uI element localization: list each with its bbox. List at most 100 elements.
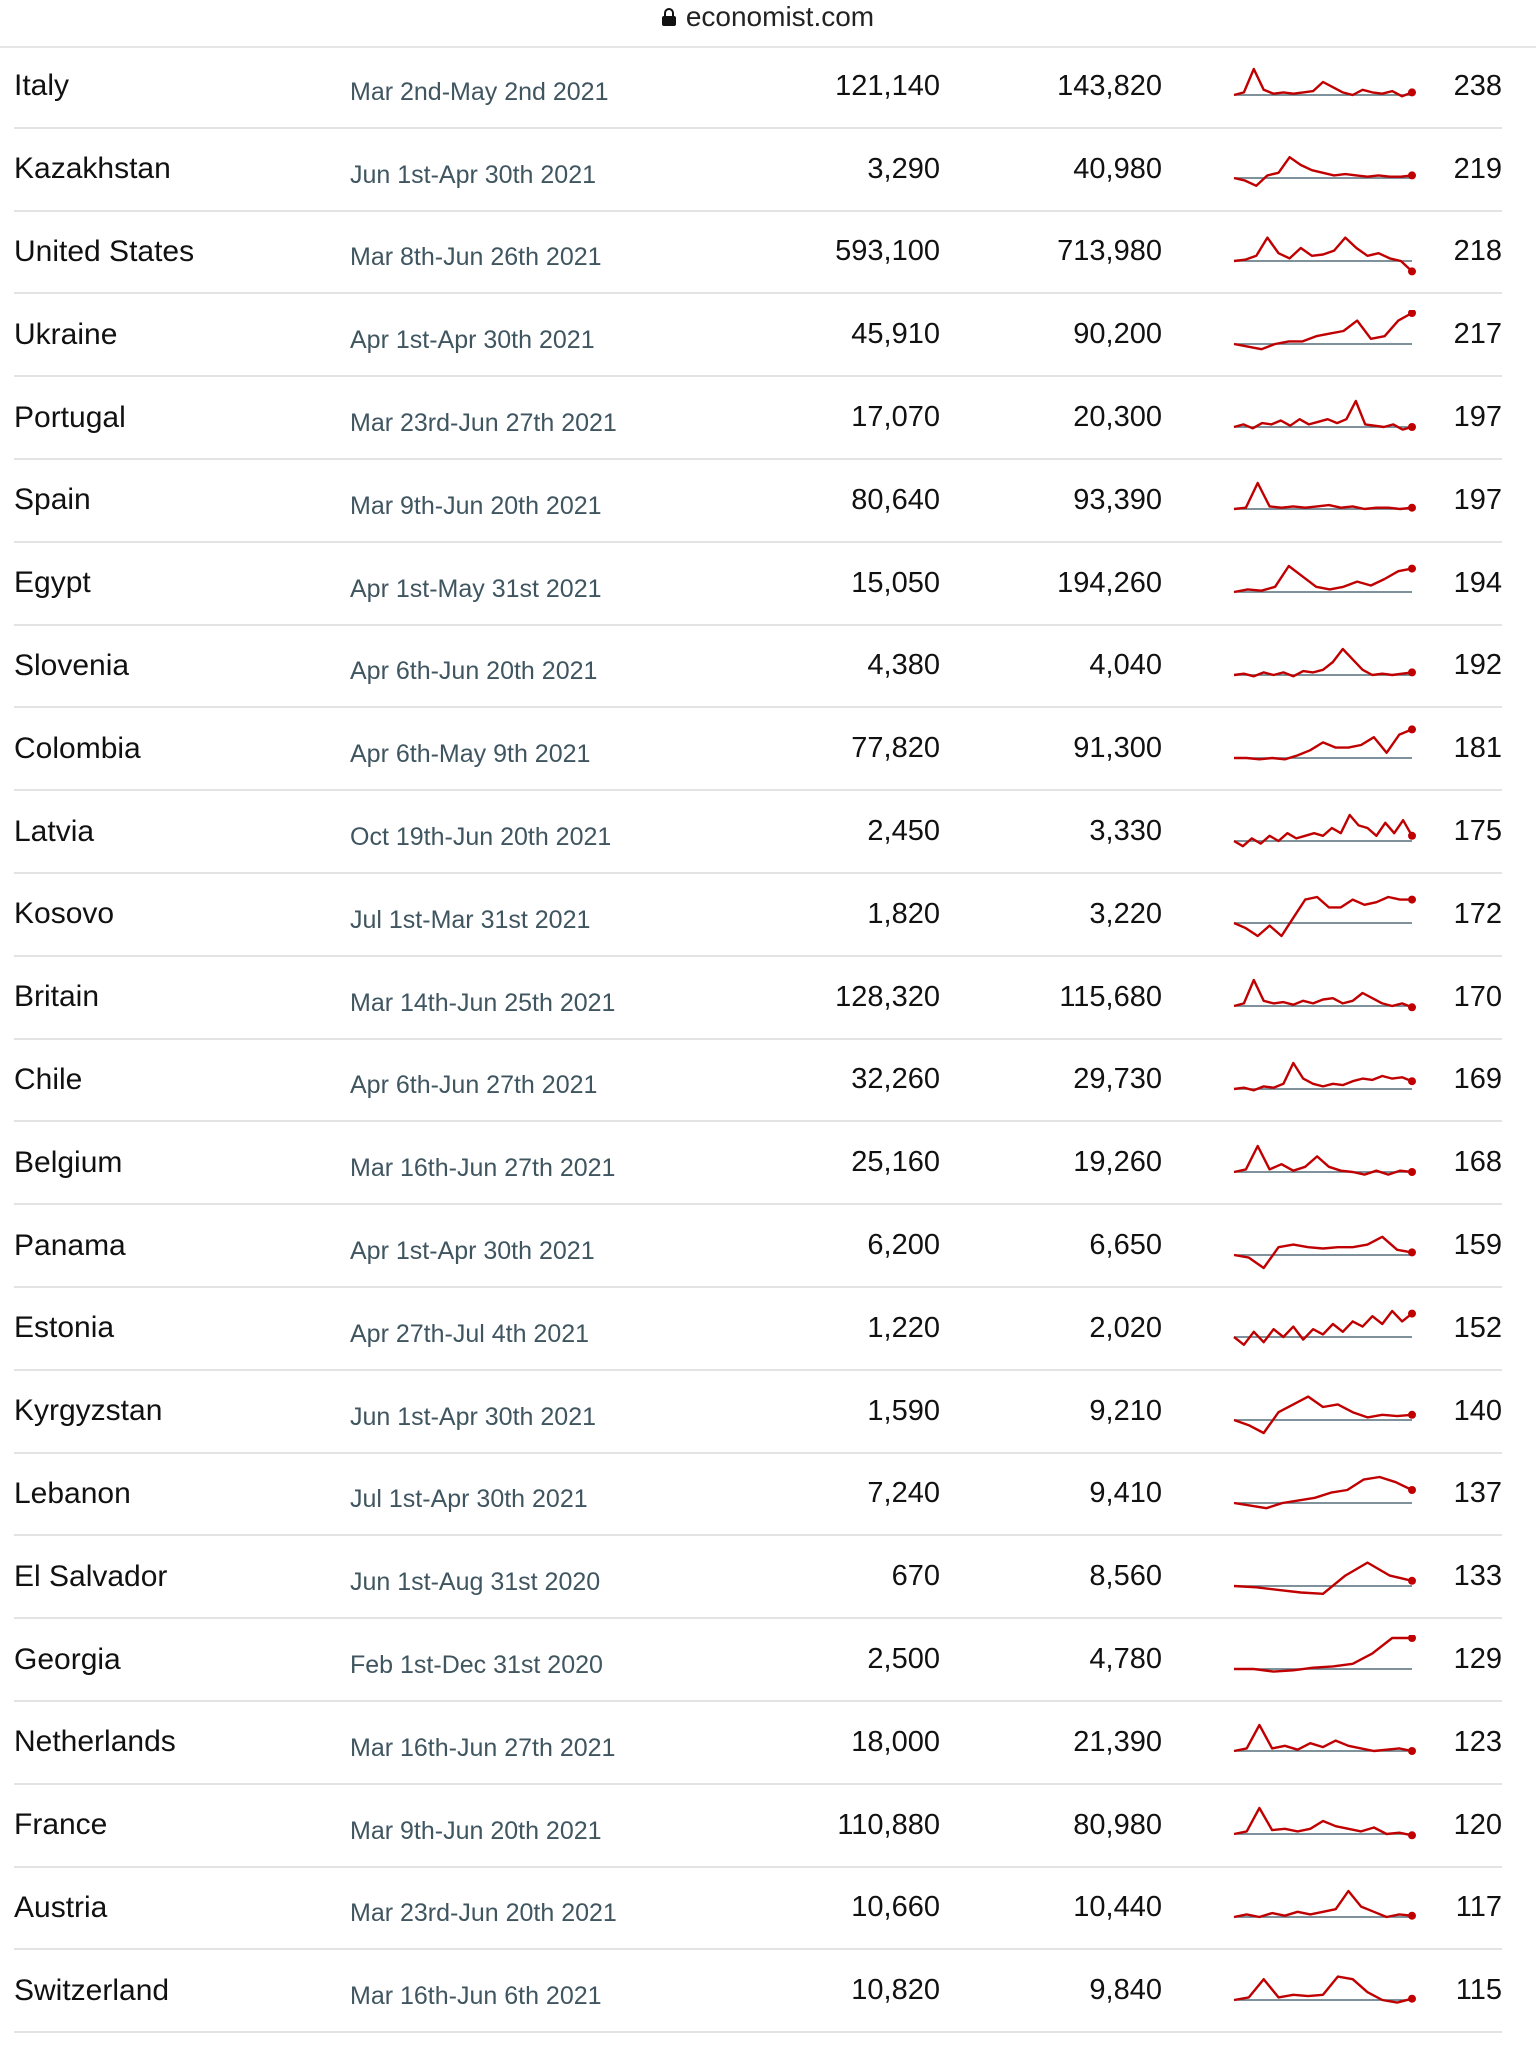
excess-deaths: 19,260 xyxy=(1073,1146,1162,1179)
sparkline-endpoint xyxy=(1408,1247,1416,1256)
trend-sparkline xyxy=(1232,129,1432,210)
sparkline-line xyxy=(1233,1395,1413,1435)
browser-url-bar[interactable]: economist.com xyxy=(0,0,1536,48)
trend-sparkline xyxy=(1232,1619,1432,1700)
sparkline-endpoint xyxy=(1408,564,1416,573)
table-row: United States Mar 8th-Jun 26th 2021 593,10… xyxy=(14,212,1502,295)
trend-sparkline xyxy=(1232,957,1432,1038)
sparkline-line xyxy=(1233,647,1413,678)
sparkline-endpoint xyxy=(1408,1485,1416,1494)
table-row: Belgium Mar 16th-Jun 27th 2021 25,160 19,26… xyxy=(14,1122,1502,1206)
excess-per-100k: 120 xyxy=(1453,1808,1502,1841)
table-row: Georgia Feb 1st-Dec 31st 2020 2,500 4,780 12… xyxy=(14,1619,1502,1702)
trend-sparkline xyxy=(1232,460,1432,541)
excess-deaths: 115,680 xyxy=(1059,980,1162,1013)
table-row: Switzerland Mar 16th-Jun 6th 2021 10,820 9,… xyxy=(14,1950,1502,2034)
official-deaths: 32,260 xyxy=(851,1063,940,1096)
official-deaths: 17,070 xyxy=(851,401,940,434)
sparkline-line xyxy=(1233,311,1413,351)
excess-per-100k: 152 xyxy=(1453,1311,1502,1344)
period-dates: Jun 1st-Aug 31st 2020 xyxy=(350,1568,601,1597)
official-deaths: 4,380 xyxy=(867,649,940,682)
excess-deaths: 2,020 xyxy=(1089,1311,1162,1344)
sparkline-line xyxy=(1233,978,1413,1009)
country-name: Kazakhstan xyxy=(14,152,171,186)
official-deaths: 45,910 xyxy=(851,318,940,351)
sparkline-endpoint xyxy=(1408,88,1416,97)
sparkline-endpoint xyxy=(1408,1747,1416,1756)
excess-deaths: 20,300 xyxy=(1073,401,1162,434)
excess-per-100k: 238 xyxy=(1453,69,1502,102)
sparkline-chart xyxy=(1233,1235,1416,1269)
official-deaths: 593,100 xyxy=(835,235,940,268)
table-row: Panama Apr 1st-Apr 30th 2021 6,200 6,650 159 xyxy=(14,1205,1502,1288)
period-dates: Mar 16th-Jun 6th 2021 xyxy=(350,1982,602,2011)
sparkline-endpoint xyxy=(1408,309,1416,317)
table-row: Italy Mar 2nd-May 2nd 2021 121,140 143,820 2… xyxy=(14,46,1502,129)
excess-per-100k: 159 xyxy=(1453,1229,1502,1262)
table-row: France Mar 9th-Jun 20th 2021 110,880 80,980… xyxy=(14,1785,1502,1868)
excess-deaths: 4,780 xyxy=(1089,1643,1162,1676)
sparkline-chart xyxy=(1233,1061,1416,1092)
excess-deaths: 6,650 xyxy=(1089,1229,1162,1262)
sparkline-line xyxy=(1233,564,1413,594)
excess-per-100k: 168 xyxy=(1453,1146,1502,1179)
trend-sparkline xyxy=(1232,46,1432,127)
sparkline-line xyxy=(1233,1235,1413,1269)
sparkline-chart xyxy=(1233,399,1416,431)
sparkline-line xyxy=(1233,68,1413,98)
official-deaths: 1,820 xyxy=(867,897,940,930)
excess-deaths: 8,560 xyxy=(1089,1560,1162,1593)
excess-deaths: 21,390 xyxy=(1073,1725,1162,1758)
trend-sparkline xyxy=(1232,1868,1432,1949)
country-name: Britain xyxy=(14,980,100,1014)
table-row: Lebanon Jul 1st-Apr 30th 2021 7,240 9,410 13… xyxy=(14,1454,1502,1537)
excess-deaths: 93,390 xyxy=(1073,483,1162,516)
country-name: Lebanon xyxy=(14,1476,131,1510)
excess-deaths: 143,820 xyxy=(1057,69,1162,102)
sparkline-chart xyxy=(1233,482,1416,513)
sparkline-endpoint xyxy=(1408,895,1416,904)
excess-deaths: 3,220 xyxy=(1089,897,1162,930)
excess-per-100k: 175 xyxy=(1453,815,1502,848)
excess-per-100k: 192 xyxy=(1453,649,1502,682)
sparkline-line xyxy=(1233,482,1413,511)
trend-sparkline xyxy=(1232,1702,1432,1783)
trend-sparkline xyxy=(1232,1950,1432,2031)
excess-deaths: 194,260 xyxy=(1057,566,1162,599)
period-dates: Apr 6th-Jun 20th 2021 xyxy=(350,657,598,686)
sparkline-chart xyxy=(1233,1561,1416,1595)
excess-deaths: 90,200 xyxy=(1073,318,1162,351)
country-name: Belgium xyxy=(14,1145,123,1179)
period-dates: Feb 1st-Dec 31st 2020 xyxy=(350,1651,603,1680)
sparkline-chart xyxy=(1233,309,1416,351)
sparkline-endpoint xyxy=(1408,1911,1416,1920)
trend-sparkline xyxy=(1232,1785,1432,1866)
sparkline-endpoint xyxy=(1408,422,1416,431)
sparkline-line xyxy=(1233,1724,1413,1753)
excess-deaths: 10,440 xyxy=(1073,1891,1162,1924)
sparkline-endpoint xyxy=(1408,1831,1416,1840)
sparkline-chart xyxy=(1234,1634,1416,1673)
excess-per-100k: 181 xyxy=(1453,732,1502,765)
trend-sparkline xyxy=(1232,708,1432,789)
sparkline-endpoint xyxy=(1408,1167,1416,1176)
trend-sparkline xyxy=(1232,874,1432,955)
excess-deaths: 29,730 xyxy=(1073,1063,1162,1096)
table-row: El Salvador Jun 1st-Aug 31st 2020 670 8,560… xyxy=(14,1536,1502,1620)
trend-sparkline xyxy=(1232,1371,1432,1452)
table-row: Spain Mar 9th-Jun 20th 2021 80,640 93,390 19… xyxy=(14,460,1502,543)
table-row: Kazakhstan Jun 1st-Apr 30th 2021 3,290 40,9… xyxy=(14,129,1502,212)
excess-per-100k: 217 xyxy=(1453,318,1502,351)
sparkline-endpoint xyxy=(1408,1634,1416,1642)
official-deaths: 15,050 xyxy=(851,566,940,599)
period-dates: Jun 1st-Apr 30th 2021 xyxy=(350,1402,596,1431)
sparkline-chart xyxy=(1233,1309,1416,1347)
sparkline-endpoint xyxy=(1408,1994,1416,2003)
official-deaths: 77,820 xyxy=(851,732,940,765)
country-name: Kosovo xyxy=(14,897,115,931)
period-dates: Mar 16th-Jun 27th 2021 xyxy=(350,1733,616,1762)
table-row: Kosovo Jul 1st-Mar 31st 2021 1,820 3,220 172 xyxy=(14,874,1502,957)
period-dates: Apr 6th-Jun 27th 2021 xyxy=(350,1071,598,1100)
official-deaths: 121,140 xyxy=(835,69,940,102)
